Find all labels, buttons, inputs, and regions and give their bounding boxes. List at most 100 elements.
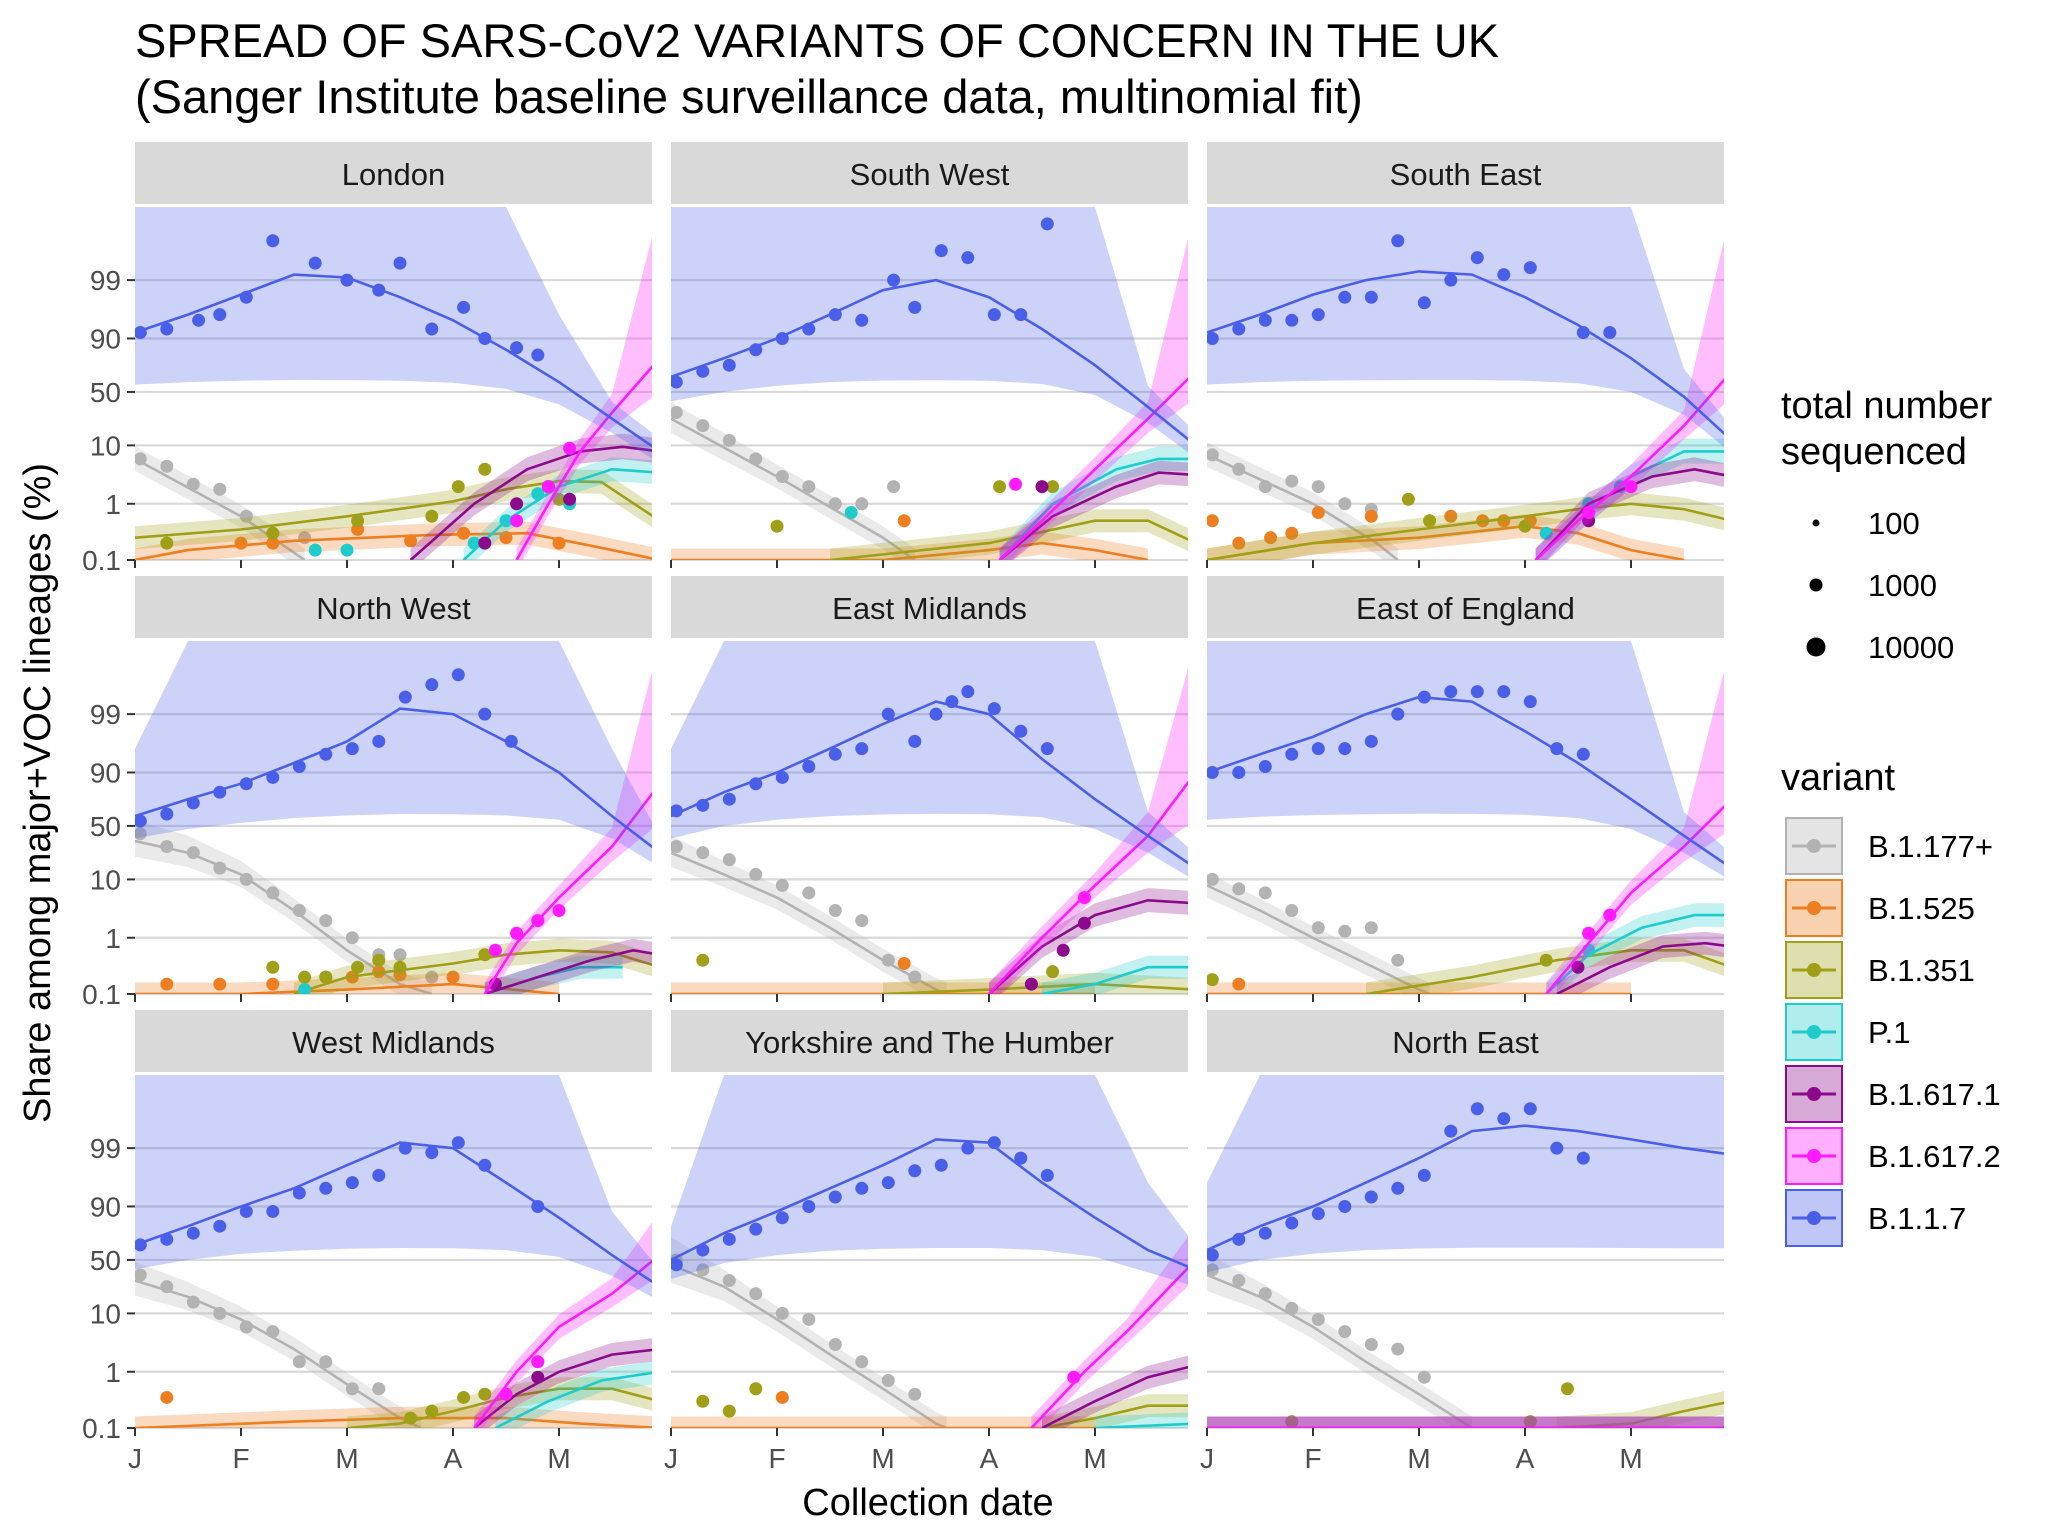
point-b-1-351 [1539, 953, 1553, 967]
point-b-1-1-7 [1497, 1112, 1511, 1126]
point-b-1-177 [887, 480, 901, 494]
point-b-1-177 [881, 1374, 895, 1388]
point-b-1-177 [696, 846, 710, 860]
point-b-1-351 [266, 526, 280, 540]
point-b-1-1-7 [828, 747, 842, 761]
point-b-1-177 [266, 886, 280, 900]
fit-line-b-1-177 [671, 1263, 948, 1428]
fit-line-b-1-617-2 [988, 780, 1188, 994]
ci-band-p-1 [1042, 955, 1188, 994]
point-b-1-351 [993, 480, 1007, 494]
fit-line-b-1-617-2 [998, 377, 1188, 560]
ci-band-b-1-351 [1556, 1391, 1724, 1428]
point-b-1-1-7 [292, 760, 306, 774]
point-b-1-177 [696, 419, 710, 433]
point-b-1-1-7 [1014, 308, 1028, 322]
point-b-1-617-2 [531, 1355, 545, 1369]
point-b-1-525 [372, 965, 386, 979]
strip-london [135, 142, 652, 204]
point-b-1-351 [696, 1394, 710, 1408]
series-group-north-east [1207, 1075, 1724, 1428]
point-b-1-351 [351, 514, 365, 528]
point-b-1-177 [239, 509, 253, 523]
point-b-1-1-7 [1391, 234, 1405, 248]
fit-line-b-1-351 [1365, 948, 1724, 994]
y-tick-label-london: 90 [90, 323, 121, 354]
point-b-1-1-7 [213, 785, 227, 799]
panel-west-midlands: West Midlands J F M A M 99 90 50 10 1 0.1 [82, 1010, 652, 1474]
legend-key-b-1-177: B.1.177+ [1785, 817, 1993, 875]
ci-band-p-1 [1546, 903, 1724, 994]
point-p-1 [340, 543, 354, 557]
point-b-1-177 [1207, 872, 1219, 886]
ci-band-p-1 [463, 457, 652, 560]
point-b-1-177 [345, 931, 359, 945]
ci-band-b-1-617-2 [1546, 671, 1724, 994]
point-b-1-1-7 [908, 300, 922, 314]
size-legend-title-line2: sequenced [1781, 431, 1967, 473]
point-b-1-351 [1285, 1415, 1299, 1428]
fit-line-b-1-617-1 [1556, 941, 1724, 994]
point-b-1-1-7 [1364, 290, 1378, 304]
point-b-1-617-1 [1024, 977, 1038, 991]
legend-dot-b-1-617-1 [1807, 1087, 1821, 1101]
point-b-1-525 [213, 977, 227, 991]
point-b-1-177 [1258, 886, 1272, 900]
chart-title-line1: SPREAD OF SARS-CoV2 VARIANTS OF CONCERN … [135, 14, 1499, 67]
point-b-1-1-7 [1207, 1248, 1219, 1262]
strip-north-east [1207, 1010, 1724, 1072]
x-tick-label-west-midlands: A [444, 1443, 463, 1474]
point-b-1-177 [722, 853, 736, 867]
point-b-1-1-7 [1470, 251, 1484, 265]
point-b-1-351 [266, 960, 280, 974]
point-b-1-1-7 [1523, 695, 1537, 709]
facet-panels: London 99 90 50 10 1 0.1 South West South East No… [82, 142, 1724, 1474]
fit-line-b-1-351 [1207, 502, 1724, 560]
ci-band-b-1-351 [294, 938, 652, 994]
ci-band-b-1-617-1 [1556, 931, 1724, 994]
fit-line-b-1-351 [1041, 1404, 1188, 1428]
point-b-1-351 [478, 462, 492, 476]
point-b-1-525 [457, 526, 471, 540]
point-b-1-177 [749, 452, 763, 466]
size-legend-title-line1: total number [1781, 385, 1993, 427]
point-b-1-351 [351, 960, 365, 974]
point-b-1-1-7 [671, 375, 683, 389]
fit-line-b-1-617-2 [1545, 805, 1724, 994]
size-legend: 100 1000 10000 [1806, 506, 1954, 665]
point-b-1-1-7 [308, 256, 322, 270]
point-p-1 [467, 536, 481, 550]
point-b-1-177 [1311, 1312, 1325, 1326]
point-b-1-1-7 [1364, 734, 1378, 748]
point-b-1-177 [186, 477, 200, 491]
point-p-1 [844, 506, 858, 520]
point-b-1-1-7 [160, 1232, 174, 1246]
point-b-1-177 [1338, 497, 1352, 511]
point-b-1-1-7 [828, 1190, 842, 1204]
y-tick-label-west-midlands: 1 [105, 1357, 121, 1388]
point-b-1-177 [671, 406, 683, 420]
point-b-1-177 [1285, 474, 1299, 488]
point-b-1-177 [1207, 1263, 1219, 1277]
point-b-1-525 [160, 1390, 174, 1404]
ci-band-b-1-1-7 [135, 207, 652, 459]
strip-label-east-of-england: East of England [1356, 591, 1575, 626]
ci-band-p-1 [999, 446, 1188, 560]
x-tick-label-north-east: A [1516, 1443, 1535, 1474]
point-b-1-1-7 [881, 707, 895, 721]
point-b-1-1-7 [961, 1141, 975, 1155]
ci-band-b-1-1-7 [135, 641, 652, 863]
size-key-10000 [1806, 637, 1826, 657]
point-b-1-525 [266, 977, 280, 991]
point-b-1-1-7 [1258, 1226, 1272, 1240]
fit-line-b-1-351 [1556, 1401, 1724, 1428]
point-b-1-177 [1207, 448, 1219, 462]
point-b-1-351 [160, 536, 174, 550]
variant-legend: B.1.177+ B.1.525 B.1.351 P.1 B.1.617.1 B.1.61… [1785, 817, 2001, 1247]
strip-south-east [1207, 142, 1724, 204]
size-key-100 [1812, 519, 1820, 527]
strip-label-south-east: South East [1390, 157, 1542, 192]
point-b-1-351 [1401, 492, 1415, 506]
y-tick-label-north-west: 90 [90, 757, 121, 788]
point-b-1-1-7 [749, 1222, 763, 1236]
